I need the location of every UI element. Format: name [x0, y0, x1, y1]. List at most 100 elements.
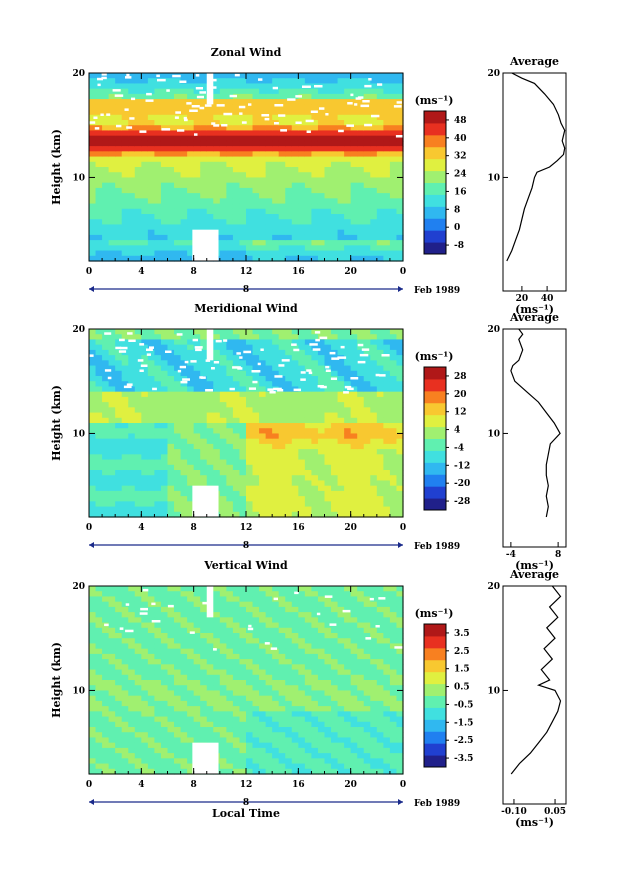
heatmap-cell [357, 329, 365, 335]
heatmap-cell [121, 511, 129, 518]
heatmap-cell [252, 114, 260, 121]
heatmap-cell [219, 758, 227, 765]
heatmap-cell [370, 376, 378, 382]
heatmap-cell [259, 125, 267, 132]
data-gap [204, 104, 212, 107]
heatmap-cell [304, 355, 313, 361]
heatmap-cell [147, 438, 156, 445]
heatmap-cell [272, 104, 280, 111]
heatmap-cell [246, 506, 254, 513]
heatmap-cell [317, 459, 326, 466]
heatmap-cell [246, 224, 254, 231]
heatmap-cell [121, 386, 129, 393]
heatmap-cell [291, 690, 299, 697]
heatmap-cell [383, 229, 391, 236]
heatmap-cell [324, 182, 332, 189]
heatmap-cell [376, 167, 384, 173]
heatmap-cell [134, 464, 142, 471]
heatmap-cell [396, 219, 404, 226]
heatmap-cell [141, 732, 149, 739]
heatmap-cell [219, 685, 227, 692]
heatmap-cell [311, 146, 319, 152]
data-gap [338, 129, 344, 133]
heatmap-cell [317, 376, 326, 382]
heatmap-cell [141, 454, 149, 461]
heatmap-cell [239, 88, 247, 95]
heatmap-cell [102, 114, 110, 121]
heatmap-cell [383, 506, 391, 513]
heatmap-cell [147, 690, 156, 697]
heatmap-cell [311, 470, 319, 476]
heatmap-cell [232, 109, 241, 116]
heatmap-cell [213, 706, 221, 712]
heatmap-cell [89, 187, 97, 194]
heatmap-cell [174, 480, 182, 487]
heatmap-cell [317, 501, 326, 508]
heatmap-cell [180, 648, 188, 655]
heatmap-cell [304, 125, 313, 132]
heatmap-cell [344, 240, 352, 246]
heatmap-cell [344, 365, 352, 372]
heatmap-cell [167, 240, 175, 246]
heatmap-cell [108, 402, 116, 408]
heatmap-cell [383, 250, 391, 257]
heatmap-cell [102, 329, 110, 335]
heatmap-cell [239, 612, 247, 618]
heatmap-cell [265, 449, 273, 455]
heatmap-cell [331, 234, 339, 241]
heatmap-cell [154, 219, 162, 226]
heatmap-cell [219, 370, 227, 377]
data-gap [393, 105, 402, 108]
heatmap-cell [239, 428, 247, 435]
heatmap-cell [95, 151, 103, 158]
heatmap-cell [219, 386, 227, 393]
heatmap-cell [128, 438, 136, 445]
heatmap-cell [128, 490, 136, 497]
heatmap-cell [265, 329, 273, 335]
heatmap-cell [370, 344, 378, 351]
heatmap-cell [291, 370, 299, 377]
heatmap-cell [187, 187, 195, 194]
heatmap-cell [278, 396, 286, 403]
heatmap-cell [95, 161, 103, 168]
heatmap-cell [147, 360, 156, 367]
heatmap-cell [174, 622, 182, 629]
heatmap-cell [376, 203, 384, 210]
heatmap-cell [108, 360, 116, 367]
heatmap-cell [219, 334, 227, 341]
heatmap-cell [89, 669, 97, 676]
heatmap-cell [187, 245, 195, 252]
heatmap-cell [389, 182, 398, 189]
heatmap-cell [226, 381, 234, 388]
heatmap-cell [167, 753, 175, 759]
heatmap-cell [193, 721, 201, 728]
heatmap-cell [89, 193, 97, 199]
heatmap-cell [291, 643, 299, 650]
heatmap-cell [317, 370, 326, 377]
heatmap-cell [265, 417, 273, 424]
heatmap-cell [187, 88, 195, 95]
heatmap-cell [213, 412, 221, 419]
heatmap-cell [265, 224, 273, 231]
heatmap-cell [108, 747, 116, 754]
heatmap-cell [180, 459, 188, 466]
heatmap-cell [89, 391, 97, 398]
heatmap-cell [232, 470, 241, 476]
data-gap [172, 74, 181, 78]
heatmap-cell [121, 643, 129, 650]
heatmap-cell [128, 721, 136, 728]
heatmap-cell [95, 182, 103, 189]
heatmap-cell [95, 438, 103, 445]
heatmap-cell [160, 172, 169, 179]
heatmap-cell [272, 685, 280, 692]
heatmap-cell [193, 151, 201, 158]
heatmap-cell [154, 695, 162, 702]
heatmap-cell [147, 423, 156, 429]
heatmap-cell [344, 376, 352, 382]
heatmap-cell [246, 617, 254, 624]
heatmap-cell [331, 88, 339, 95]
heatmap-cell [108, 344, 116, 351]
heatmap-cell [331, 193, 339, 199]
heatmap-cell [298, 511, 306, 518]
heatmap-cell [141, 161, 149, 168]
